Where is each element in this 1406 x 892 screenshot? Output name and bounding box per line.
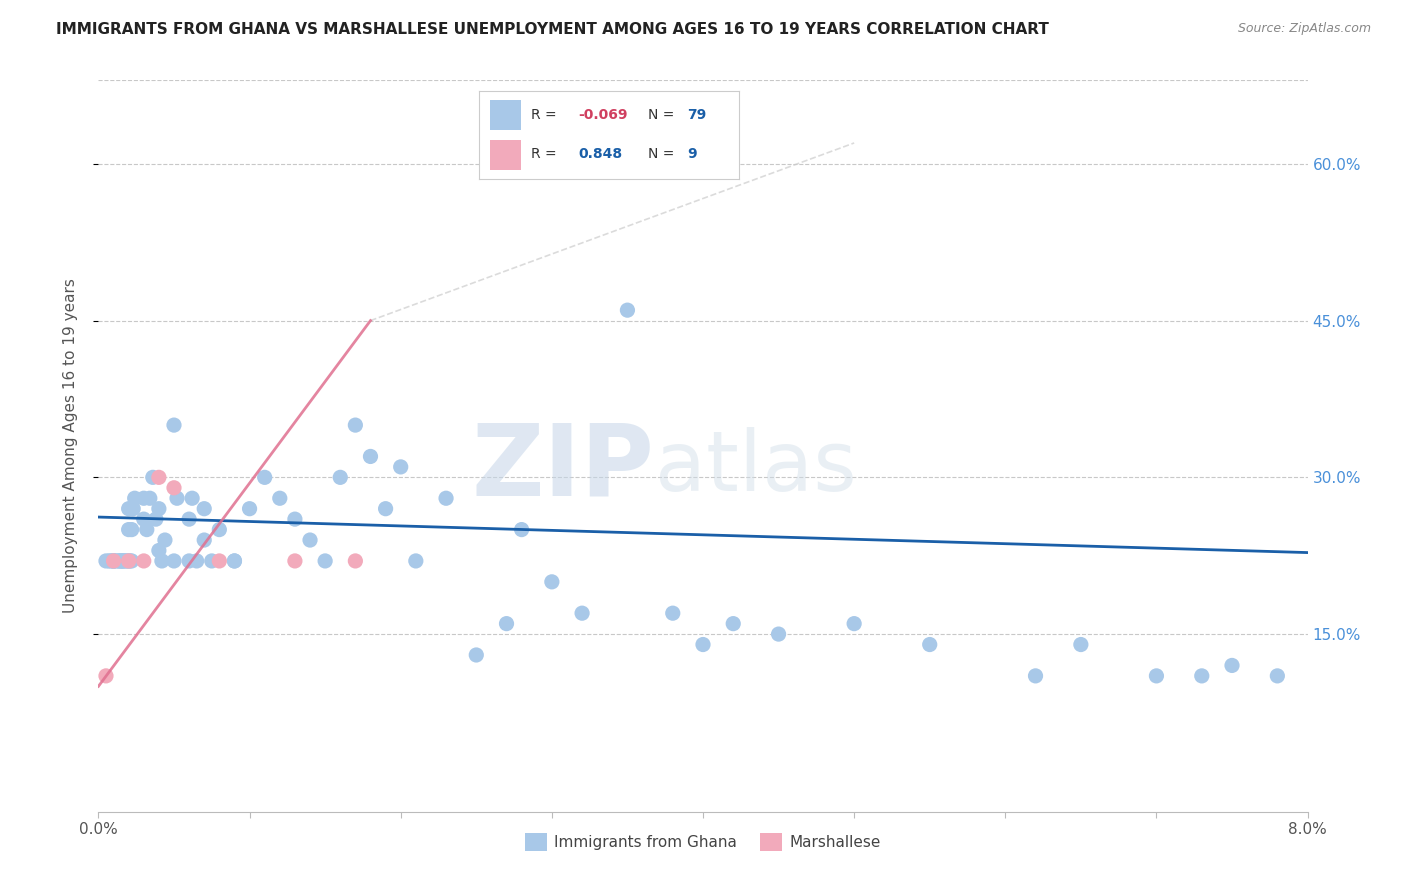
Point — [121, 523, 143, 537]
Point — [918, 638, 941, 652]
Point — [163, 481, 186, 495]
Point — [139, 491, 162, 506]
Point — [103, 554, 125, 568]
Point — [111, 554, 134, 568]
Point — [239, 501, 262, 516]
Point — [224, 554, 246, 568]
Point — [179, 512, 201, 526]
Point — [692, 638, 714, 652]
Point — [723, 616, 745, 631]
Point — [465, 648, 488, 662]
Point — [153, 533, 176, 547]
Point — [269, 491, 291, 506]
Point — [1267, 669, 1289, 683]
Point — [118, 554, 141, 568]
Point — [118, 501, 141, 516]
Point — [374, 501, 396, 516]
Point — [163, 418, 186, 433]
Point — [103, 554, 125, 568]
Point — [208, 523, 231, 537]
Point — [94, 669, 117, 683]
Point — [132, 512, 155, 526]
Point — [100, 554, 122, 568]
Point — [768, 627, 790, 641]
Point — [181, 491, 204, 506]
Point — [661, 606, 683, 620]
Point — [107, 554, 129, 568]
Point — [540, 574, 562, 589]
Point — [329, 470, 352, 484]
Point — [344, 418, 367, 433]
Point — [124, 491, 146, 506]
Point — [120, 554, 142, 568]
Point — [224, 554, 246, 568]
Text: IMMIGRANTS FROM GHANA VS MARSHALLESE UNEMPLOYMENT AMONG AGES 16 TO 19 YEARS CORR: IMMIGRANTS FROM GHANA VS MARSHALLESE UNE… — [56, 22, 1049, 37]
Point — [208, 554, 231, 568]
Point — [114, 554, 136, 568]
Point — [98, 554, 121, 568]
Point — [108, 554, 131, 568]
Point — [1191, 669, 1213, 683]
Point — [284, 554, 307, 568]
Point — [179, 554, 201, 568]
Point — [132, 554, 155, 568]
Text: Source: ZipAtlas.com: Source: ZipAtlas.com — [1237, 22, 1371, 36]
Point — [115, 554, 138, 568]
Point — [118, 523, 141, 537]
Point — [105, 554, 128, 568]
Point — [132, 491, 155, 506]
Point — [571, 606, 593, 620]
Point — [389, 459, 412, 474]
Point — [1146, 669, 1168, 683]
Point — [434, 491, 457, 506]
Point — [148, 501, 170, 516]
Point — [1220, 658, 1243, 673]
Point — [103, 554, 125, 568]
Point — [166, 491, 188, 506]
Point — [360, 450, 382, 464]
Point — [314, 554, 336, 568]
Point — [145, 512, 167, 526]
Point — [111, 554, 134, 568]
Point — [103, 554, 125, 568]
Point — [186, 554, 208, 568]
Point — [142, 470, 165, 484]
Point — [284, 512, 307, 526]
Point — [844, 616, 866, 631]
Point — [112, 554, 135, 568]
Legend: Immigrants from Ghana, Marshallese: Immigrants from Ghana, Marshallese — [519, 827, 887, 856]
Point — [150, 554, 173, 568]
Point — [299, 533, 322, 547]
Point — [163, 554, 186, 568]
Point — [148, 543, 170, 558]
Point — [201, 554, 224, 568]
Point — [110, 554, 132, 568]
Point — [253, 470, 276, 484]
Point — [148, 470, 170, 484]
Point — [135, 523, 157, 537]
Point — [193, 533, 215, 547]
Point — [193, 501, 215, 516]
Y-axis label: Unemployment Among Ages 16 to 19 years: Unemployment Among Ages 16 to 19 years — [63, 278, 77, 614]
Point — [94, 554, 117, 568]
Point — [510, 523, 533, 537]
Text: ZIP: ZIP — [472, 419, 655, 516]
Point — [118, 554, 141, 568]
Point — [121, 554, 143, 568]
Point — [103, 554, 125, 568]
Point — [495, 616, 517, 631]
Point — [110, 554, 132, 568]
Point — [616, 303, 638, 318]
Text: atlas: atlas — [655, 427, 856, 508]
Point — [344, 554, 367, 568]
Point — [1070, 638, 1092, 652]
Point — [122, 501, 145, 516]
Point — [1025, 669, 1047, 683]
Point — [405, 554, 427, 568]
